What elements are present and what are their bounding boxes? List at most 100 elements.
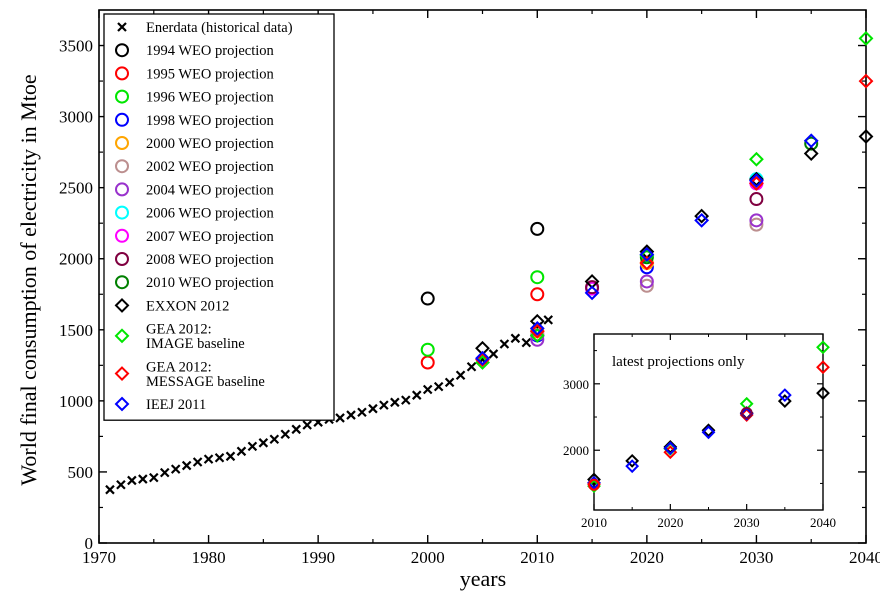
legend-label: 2006 WEO projection [146,206,275,222]
data-point [749,213,764,228]
data-point [269,434,280,445]
x-tick-label: 1990 [301,548,335,567]
inset-data-point [740,407,753,420]
legend-item: 2007 WEO projection [115,228,275,245]
data-point [584,285,600,301]
inset-data-point [739,406,754,421]
x-tick-label: 2010 [520,548,554,567]
data-point [639,250,654,265]
inset-data-point [588,478,600,491]
inset-data-point [701,423,716,438]
data-point [639,274,654,289]
inset-data-point [816,340,830,355]
x-tick-label: 2020 [630,548,664,567]
data-point [749,217,764,232]
data-point [159,467,170,478]
data-point [411,390,422,400]
data-point [529,313,545,329]
series-4 [530,260,654,343]
series-10 [585,192,764,295]
inset-x-tick-label: 2020 [657,515,683,530]
inset-x-tick-label: 2040 [810,515,836,530]
legend-label: 1998 WEO projection [146,113,275,129]
data-point [390,397,400,408]
inset-data-point [625,453,640,468]
inset-data-point [816,386,830,401]
data-point [694,212,710,228]
series-14 [475,73,874,368]
legend-item: 2004 WEO projection [115,182,275,198]
data-point [368,403,378,414]
data-point [499,339,510,349]
legend-label: 2004 WEO projection [146,182,275,198]
data-point [639,255,655,271]
series-11 [639,136,819,265]
legend-item: 1998 WEO projection [115,112,275,129]
data-point [475,352,490,368]
legend-item: 2002 WEO projection [115,159,275,175]
legend-marker [115,136,129,150]
data-point [639,248,655,264]
data-point [804,136,819,151]
data-point [530,287,545,302]
data-point [694,208,710,224]
legend: Enerdata (historical data) 1994 WEO proje… [103,13,335,421]
data-point [258,438,269,448]
legend-item: EXXON 2012 [114,297,229,314]
legend-label: 2007 WEO projection [146,229,275,245]
data-point [510,333,521,344]
x-tick-label: 1970 [82,548,116,567]
legend-item: GEA 2012: MESSAGE baseline [114,359,265,390]
legend-marker [115,228,129,243]
x-axis-label: years [460,566,506,591]
main-plot: 1970 1980 1990 2000 2010 2020 2030 2040 0 500 1000… [59,9,880,567]
legend-label: Enerdata (historical data) [146,20,293,36]
legend-item: 2006 WEO projection [115,205,275,222]
legend-marker [117,22,127,32]
data-point [192,457,203,467]
legend-label: GEA 2012: IMAGE baseline [146,322,245,353]
legend-label: 2002 WEO projection [146,159,275,175]
data-point [488,349,499,359]
series-15 [475,133,819,366]
data-point [357,407,367,418]
data-point [138,474,148,484]
data-point [401,395,411,405]
data-point [858,31,874,46]
data-point [749,151,764,167]
data-point [420,342,435,357]
data-point [302,420,312,430]
legend-marker [115,159,129,174]
inset-x-tick-label: 2030 [734,515,760,530]
legend-label: 1996 WEO projection [146,90,275,106]
data-point [803,146,819,161]
legend-item: GEA 2012: IMAGE baseline [114,322,245,353]
inset-data-point [663,441,678,456]
legend-marker [114,297,130,313]
data-point [346,410,356,420]
legend-item: 2000 WEO projection [115,136,275,152]
legend-marker [115,205,129,220]
y-tick-label: 500 [68,463,94,482]
legend-item: 2010 WEO projection [115,275,275,291]
legend-label: 2008 WEO projection [146,252,275,268]
legend-marker [114,328,130,344]
data-point [639,278,654,293]
legend-label: GEA 2012: MESSAGE baseline [146,359,265,390]
data-point [858,129,874,144]
data-point [749,192,764,207]
data-point [170,464,181,474]
data-point [214,452,225,463]
series-12 [475,129,874,356]
data-point [127,475,137,486]
data-point [225,451,236,462]
series-5 [530,255,654,339]
legend-marker [115,43,129,58]
inset-y-tick-label: 3000 [563,377,589,392]
data-point [530,270,545,285]
legend-marker [114,366,130,381]
legend-item: 2008 WEO projection [115,252,275,268]
data-point [639,247,655,262]
inset-x-tick-label: 2010 [581,515,607,530]
legend-marker [115,89,129,104]
